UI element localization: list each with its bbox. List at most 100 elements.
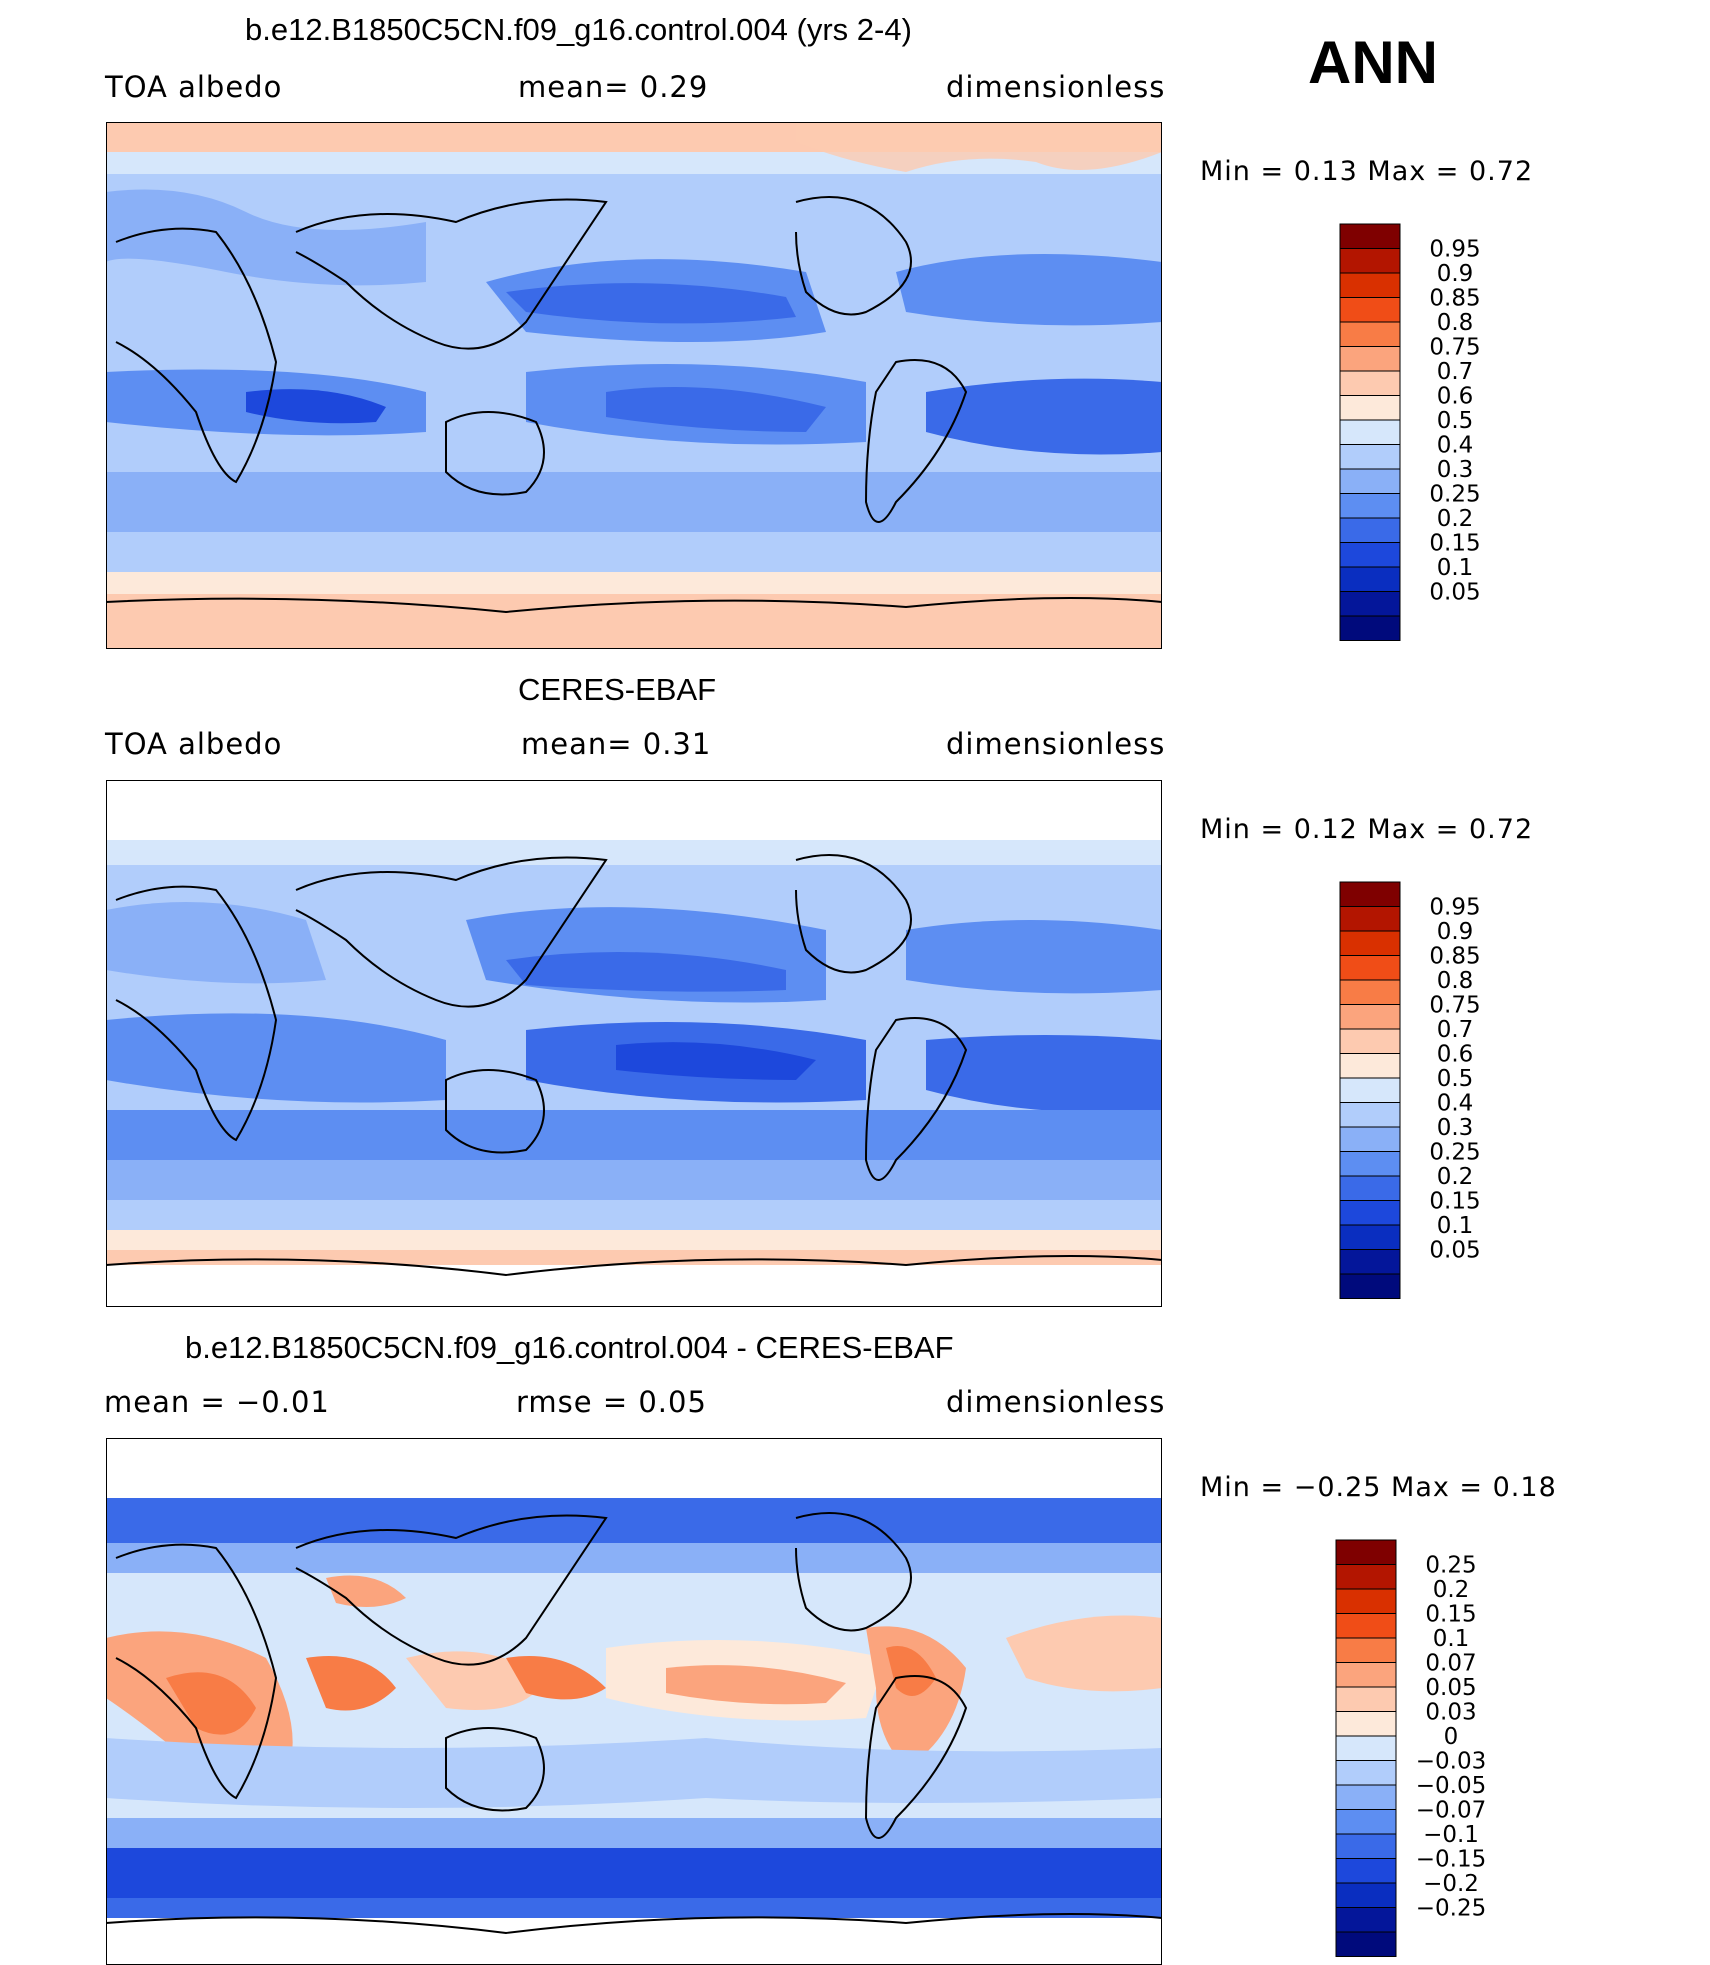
units-label-model: dimensionless — [946, 70, 1166, 104]
colorbar-swatch — [1335, 1564, 1397, 1590]
colorbar-label: 0.95 — [1429, 895, 1480, 921]
colorbar-swatch — [1339, 1151, 1401, 1177]
colorbar-label: −0.2 — [1423, 1871, 1479, 1897]
colorbar-swatch — [1339, 1175, 1401, 1201]
colorbar-label: 0.3 — [1437, 457, 1474, 483]
colorbar-swatch — [1335, 1858, 1397, 1884]
colorbar-label: 0.2 — [1433, 1577, 1470, 1603]
colorbar-label: 0.95 — [1429, 237, 1480, 263]
colorbar-label: 0.7 — [1437, 359, 1474, 385]
colorbar-swatch — [1339, 881, 1401, 907]
colorbar-swatch — [1335, 1613, 1397, 1639]
colorbar-swatch — [1339, 1273, 1401, 1299]
panel-title-model: b.e12.B1850C5CN.f09_g16.control.004 (yrs… — [245, 12, 912, 47]
colorbar-label: 0.8 — [1437, 968, 1474, 994]
colorbar-swatch — [1339, 223, 1401, 249]
colorbar-swatch — [1335, 1637, 1397, 1663]
season-label: ANN — [1308, 29, 1438, 96]
colorbar-label: 0.5 — [1437, 1066, 1474, 1092]
colorbar-swatch — [1335, 1588, 1397, 1614]
colorbar-swatch — [1335, 1711, 1397, 1737]
colorbar-label: 0.4 — [1437, 433, 1474, 459]
colorbar-swatch — [1335, 1662, 1397, 1688]
colorbar-label: 0.07 — [1425, 1651, 1476, 1677]
colorbar-swatch — [1339, 1004, 1401, 1030]
colorbar-swatch — [1339, 930, 1401, 956]
colorbar-label: 0.5 — [1437, 408, 1474, 434]
colorbar-swatch — [1339, 468, 1401, 494]
colorbar-label: 0.15 — [1425, 1602, 1476, 1628]
colorbar-swatch — [1339, 419, 1401, 445]
mean-label-model: mean= 0.29 — [518, 70, 709, 104]
colorbar-swatch — [1335, 1809, 1397, 1835]
colorbar-label: 0.1 — [1437, 1213, 1474, 1239]
colorbar-swatch — [1339, 1077, 1401, 1103]
colorbar-swatch — [1339, 591, 1401, 617]
map-model — [106, 122, 1162, 649]
colorbar-label: 0.85 — [1429, 286, 1480, 312]
colorbar-swatch — [1339, 566, 1401, 592]
colorbar-swatch — [1339, 979, 1401, 1005]
colorbar-label: 0.25 — [1425, 1553, 1476, 1579]
colorbar-label: 0.05 — [1429, 1238, 1480, 1264]
colorbar-label: 0.6 — [1437, 1042, 1474, 1068]
colorbar-label: 0.05 — [1425, 1675, 1476, 1701]
colorbar-swatch — [1339, 346, 1401, 372]
colorbar-label: 0.75 — [1429, 335, 1480, 361]
map-diff — [106, 1438, 1162, 1965]
panel-title-diff: b.e12.B1850C5CN.f09_g16.control.004 - CE… — [185, 1330, 954, 1365]
colorbar-swatch — [1335, 1539, 1397, 1565]
colorbar-swatch — [1339, 1053, 1401, 1079]
colorbar-label: 0.75 — [1429, 993, 1480, 1019]
variable-label-obs: TOA albedo — [105, 727, 283, 761]
colorbar-swatch — [1339, 1102, 1401, 1128]
colorbar-label: 0.15 — [1429, 531, 1480, 557]
colorbar-swatch — [1339, 370, 1401, 396]
colorbar-label: −0.07 — [1416, 1798, 1486, 1824]
colorbar-label: −0.25 — [1416, 1896, 1486, 1922]
mean-label-obs: mean= 0.31 — [521, 727, 712, 761]
colorbar-label: 0.4 — [1437, 1091, 1474, 1117]
colorbar-label: 0.9 — [1437, 919, 1474, 945]
units-label-diff: dimensionless — [946, 1385, 1166, 1419]
colorbar-label: 0 — [1444, 1724, 1459, 1750]
colorbar-swatch — [1335, 1882, 1397, 1908]
colorbar-swatch — [1339, 321, 1401, 347]
colorbar-diff: 0.250.20.150.10.070.050.030−0.03−0.05−0.… — [1335, 1539, 1486, 1957]
minmax-model: Min = 0.13 Max = 0.72 — [1200, 156, 1534, 187]
colorbar-swatch — [1339, 1126, 1401, 1152]
colorbar-swatch — [1339, 444, 1401, 470]
colorbar-swatch — [1339, 615, 1401, 641]
rmse-label: rmse = 0.05 — [516, 1385, 707, 1419]
colorbar-label: −0.15 — [1416, 1847, 1486, 1873]
panel-title-obs: CERES-EBAF — [518, 672, 717, 707]
colorbar-swatch — [1335, 1686, 1397, 1712]
colorbar-label: −0.03 — [1416, 1749, 1486, 1775]
colorbar-label: 0.6 — [1437, 384, 1474, 410]
colorbar-label: 0.25 — [1429, 1140, 1480, 1166]
colorbar-swatch — [1339, 1224, 1401, 1250]
colorbar-swatch — [1339, 906, 1401, 932]
colorbar-swatch — [1339, 493, 1401, 519]
colorbar-swatch — [1335, 1784, 1397, 1810]
colorbar-label: 0.1 — [1437, 555, 1474, 581]
colorbar-swatch — [1339, 542, 1401, 568]
colorbar-label: 0.2 — [1437, 1164, 1474, 1190]
colorbar-swatch — [1339, 517, 1401, 543]
colorbar-label: 0.9 — [1437, 261, 1474, 287]
variable-label-model: TOA albedo — [105, 70, 283, 104]
colorbar-model: 0.950.90.850.80.750.70.60.50.40.30.250.2… — [1339, 223, 1481, 641]
minmax-diff: Min = −0.25 Max = 0.18 — [1200, 1472, 1557, 1503]
units-label-obs: dimensionless — [946, 727, 1166, 761]
colorbar-swatch — [1335, 1931, 1397, 1957]
colorbar-obs: 0.950.90.850.80.750.70.60.50.40.30.250.2… — [1339, 881, 1481, 1299]
colorbar-label: 0.15 — [1429, 1189, 1480, 1215]
minmax-obs: Min = 0.12 Max = 0.72 — [1200, 814, 1534, 845]
colorbar-swatch — [1339, 955, 1401, 981]
colorbar-label: 0.1 — [1433, 1626, 1470, 1652]
colorbar-label: 0.7 — [1437, 1017, 1474, 1043]
colorbar-label: 0.05 — [1429, 580, 1480, 606]
colorbar-label: 0.25 — [1429, 482, 1480, 508]
colorbar-label: 0.3 — [1437, 1115, 1474, 1141]
colorbar-label: 0.85 — [1429, 944, 1480, 970]
